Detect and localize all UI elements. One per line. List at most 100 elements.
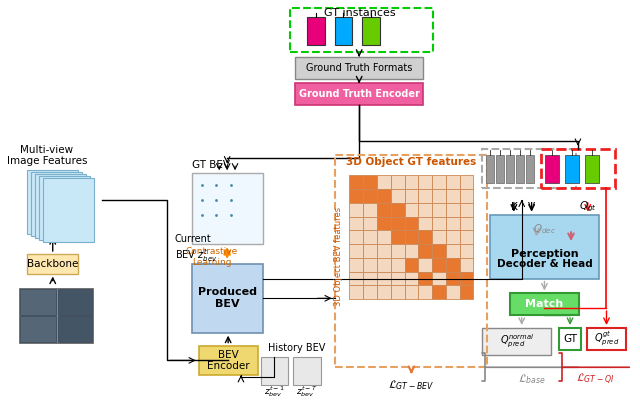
FancyBboxPatch shape (363, 217, 377, 230)
FancyBboxPatch shape (419, 272, 432, 286)
Text: 3D Object BEV features: 3D Object BEV features (334, 207, 343, 307)
FancyBboxPatch shape (363, 286, 377, 299)
FancyBboxPatch shape (377, 272, 390, 286)
FancyBboxPatch shape (446, 230, 460, 244)
FancyBboxPatch shape (404, 244, 419, 258)
FancyBboxPatch shape (483, 328, 551, 356)
FancyBboxPatch shape (390, 272, 404, 286)
FancyBboxPatch shape (390, 244, 404, 258)
FancyBboxPatch shape (260, 358, 288, 385)
FancyBboxPatch shape (404, 203, 419, 217)
FancyBboxPatch shape (27, 254, 78, 274)
Text: Decoder & Head: Decoder & Head (497, 259, 592, 269)
FancyBboxPatch shape (377, 203, 390, 217)
FancyBboxPatch shape (363, 189, 377, 203)
FancyBboxPatch shape (404, 286, 419, 299)
FancyBboxPatch shape (419, 230, 432, 244)
Text: Multi-view
Image Features: Multi-view Image Features (6, 145, 87, 166)
FancyBboxPatch shape (390, 189, 404, 203)
FancyBboxPatch shape (363, 258, 377, 272)
FancyBboxPatch shape (58, 316, 92, 342)
FancyBboxPatch shape (363, 230, 377, 244)
FancyBboxPatch shape (432, 217, 446, 230)
Text: Current
BEV $z_{bev}^t$: Current BEV $z_{bev}^t$ (175, 234, 217, 263)
FancyBboxPatch shape (20, 316, 56, 342)
FancyBboxPatch shape (27, 170, 78, 234)
Text: 3D Object GT features: 3D Object GT features (346, 157, 477, 167)
FancyBboxPatch shape (432, 230, 446, 244)
Text: Ground Truth Encoder: Ground Truth Encoder (299, 89, 420, 99)
Text: $Q_{gt}$: $Q_{gt}$ (579, 200, 596, 214)
FancyBboxPatch shape (363, 272, 377, 286)
FancyBboxPatch shape (432, 244, 446, 258)
FancyBboxPatch shape (460, 175, 474, 189)
FancyBboxPatch shape (377, 286, 390, 299)
FancyBboxPatch shape (460, 272, 474, 286)
FancyBboxPatch shape (432, 189, 446, 203)
Text: $\mathcal{L}_{GT-QI}$: $\mathcal{L}_{GT-QI}$ (577, 372, 615, 387)
FancyBboxPatch shape (349, 203, 363, 217)
FancyBboxPatch shape (404, 189, 419, 203)
FancyBboxPatch shape (349, 286, 363, 299)
Text: Match: Match (525, 299, 564, 309)
FancyBboxPatch shape (390, 258, 404, 272)
FancyBboxPatch shape (585, 156, 598, 183)
FancyBboxPatch shape (510, 293, 579, 315)
FancyBboxPatch shape (362, 17, 380, 45)
FancyBboxPatch shape (390, 286, 404, 299)
FancyBboxPatch shape (432, 272, 446, 286)
FancyBboxPatch shape (446, 203, 460, 217)
FancyBboxPatch shape (377, 189, 390, 203)
FancyBboxPatch shape (404, 217, 419, 230)
FancyBboxPatch shape (377, 175, 390, 189)
FancyBboxPatch shape (39, 176, 90, 240)
Text: $z_{bev}^{t-1}$: $z_{bev}^{t-1}$ (264, 385, 285, 400)
FancyBboxPatch shape (58, 289, 92, 315)
FancyBboxPatch shape (506, 156, 514, 183)
FancyBboxPatch shape (419, 175, 432, 189)
FancyBboxPatch shape (295, 84, 423, 105)
Text: $\mathcal{L}_{GT-BEV}$: $\mathcal{L}_{GT-BEV}$ (388, 378, 435, 392)
FancyBboxPatch shape (349, 272, 363, 286)
FancyBboxPatch shape (446, 244, 460, 258)
FancyBboxPatch shape (432, 258, 446, 272)
FancyBboxPatch shape (460, 189, 474, 203)
Bar (541, 149, 616, 188)
Bar (290, 8, 433, 52)
FancyBboxPatch shape (496, 156, 504, 183)
FancyBboxPatch shape (486, 156, 494, 183)
FancyBboxPatch shape (419, 258, 432, 272)
Text: $z_{bev}^{t-T}$: $z_{bev}^{t-T}$ (296, 385, 318, 400)
FancyBboxPatch shape (587, 328, 626, 349)
FancyBboxPatch shape (377, 230, 390, 244)
FancyBboxPatch shape (349, 244, 363, 258)
FancyBboxPatch shape (432, 286, 446, 299)
Text: Produced
BEV: Produced BEV (198, 288, 257, 309)
FancyBboxPatch shape (35, 174, 86, 238)
Text: V: V (528, 202, 535, 212)
FancyBboxPatch shape (43, 178, 94, 242)
FancyBboxPatch shape (377, 217, 390, 230)
FancyBboxPatch shape (545, 156, 559, 183)
FancyBboxPatch shape (335, 17, 352, 45)
FancyBboxPatch shape (446, 286, 460, 299)
FancyBboxPatch shape (404, 230, 419, 244)
FancyBboxPatch shape (349, 175, 363, 189)
FancyBboxPatch shape (460, 286, 474, 299)
FancyBboxPatch shape (31, 172, 83, 236)
FancyBboxPatch shape (460, 244, 474, 258)
FancyBboxPatch shape (432, 203, 446, 217)
Text: Contrastive
Learning: Contrastive Learning (185, 247, 237, 267)
FancyBboxPatch shape (363, 203, 377, 217)
FancyBboxPatch shape (191, 173, 262, 244)
FancyBboxPatch shape (349, 258, 363, 272)
FancyBboxPatch shape (404, 258, 419, 272)
FancyBboxPatch shape (19, 288, 93, 343)
FancyBboxPatch shape (446, 217, 460, 230)
Text: GT instances: GT instances (324, 8, 396, 17)
Text: Perception: Perception (511, 249, 578, 259)
FancyBboxPatch shape (295, 57, 423, 78)
Text: Backbone: Backbone (27, 259, 79, 269)
FancyBboxPatch shape (377, 244, 390, 258)
FancyBboxPatch shape (446, 189, 460, 203)
